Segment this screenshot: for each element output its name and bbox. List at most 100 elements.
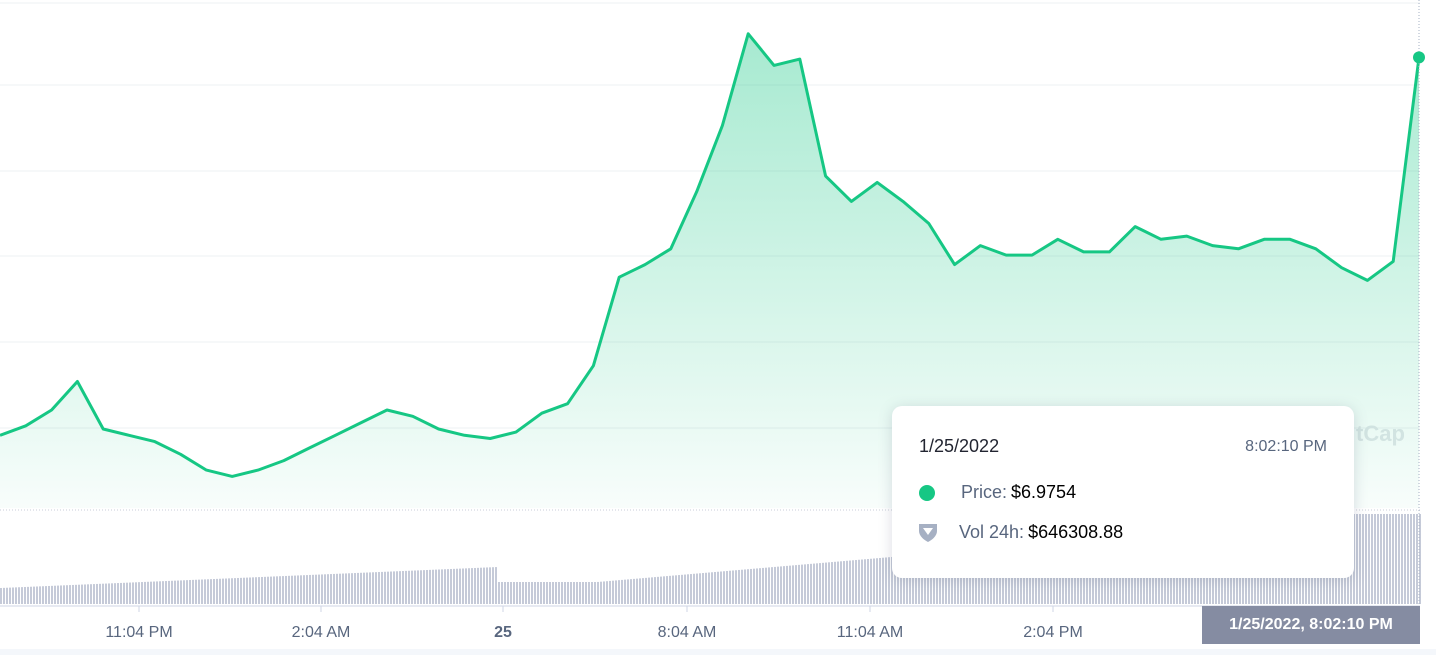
volume-bar: [543, 582, 545, 604]
volume-bar: [843, 561, 845, 604]
volume-bar: [594, 582, 596, 604]
chart-tooltip: 1/25/2022 8:02:10 PM Price: $6.9754 Vol …: [892, 406, 1354, 578]
volume-bar: [234, 578, 236, 604]
volume-bar: [945, 552, 947, 604]
volume-bar: [99, 583, 101, 604]
volume-bar: [531, 582, 533, 604]
volume-bar: [51, 585, 53, 604]
volume-bar: [255, 577, 257, 604]
volume-bar: [651, 577, 653, 604]
crosshair-time-label: 1/25/2022, 8:02:10 PM: [1202, 606, 1420, 644]
volume-bar: [303, 575, 305, 604]
volume-bar: [840, 561, 842, 604]
volume-bar: [795, 565, 797, 604]
volume-bar: [645, 577, 647, 604]
volume-bar: [834, 561, 836, 604]
volume-bar: [447, 569, 449, 604]
volume-bar: [141, 582, 143, 604]
volume-bar: [558, 582, 560, 604]
volume-bar: [315, 574, 317, 604]
x-axis-tick-label: 25: [494, 624, 512, 641]
volume-bar: [345, 573, 347, 604]
volume-bar: [252, 577, 254, 604]
volume-bar: [180, 580, 182, 604]
price-line[interactable]: [0, 32, 1421, 478]
volume-bar: [1392, 514, 1394, 604]
volume-bar: [729, 570, 731, 604]
volume-bar: [942, 552, 944, 604]
volume-bar: [27, 586, 29, 604]
volume-bar: [549, 582, 551, 604]
volume-bar: [45, 586, 47, 604]
tooltip-time: 8:02:10 PM: [1245, 438, 1327, 455]
volume-bar: [111, 583, 113, 604]
volume-bar: [660, 576, 662, 604]
tooltip-volume-label: Vol 24h:: [959, 521, 1025, 542]
price-dot-icon: [919, 484, 935, 501]
volume-bar: [666, 576, 668, 604]
volume-bar: [1362, 514, 1364, 604]
volume-bar: [93, 584, 95, 604]
volume-bar: [477, 567, 479, 604]
volume-bar: [432, 569, 434, 604]
volume-bar: [456, 568, 458, 604]
price-endpoint-dot: [1413, 51, 1425, 64]
volume-bar: [138, 582, 140, 604]
price-area-fill: [0, 33, 1419, 509]
volume-bar: [384, 571, 386, 604]
volume-bar: [279, 576, 281, 604]
volume-bar: [606, 581, 608, 604]
volume-bar: [66, 585, 68, 604]
volume-bar: [858, 559, 860, 604]
volume-bar: [1398, 514, 1400, 604]
volume-bar: [72, 584, 74, 604]
volume-bar: [603, 581, 605, 604]
volume-bar: [306, 575, 308, 604]
volume-bar: [744, 569, 746, 604]
volume-bar: [540, 582, 542, 604]
volume-bar: [1410, 514, 1412, 604]
volume-bar: [726, 570, 728, 604]
volume-bar: [1377, 514, 1379, 604]
volume-bar: [507, 582, 509, 604]
volume-bar: [717, 571, 719, 604]
volume-bar: [600, 581, 602, 604]
volume-bar: [831, 562, 833, 604]
volume-bar: [699, 573, 701, 604]
volume-bar: [459, 568, 461, 604]
volume-bar: [822, 562, 824, 604]
volume-bar: [798, 564, 800, 604]
volume-bar: [393, 571, 395, 604]
volume-bar: [912, 555, 914, 604]
volume-bar: [117, 583, 119, 604]
volume-bar: [693, 573, 695, 604]
volume-bar: [318, 574, 320, 604]
volume-bar: [462, 568, 464, 604]
volume-bar: [756, 568, 758, 604]
volume-bar: [156, 581, 158, 604]
volume-bar: [357, 572, 359, 604]
volume-bar: [909, 555, 911, 604]
volume-bar: [696, 573, 698, 604]
volume-bar: [96, 583, 98, 604]
volume-bar: [849, 560, 851, 604]
volume-bar: [1404, 514, 1406, 604]
volume-bar: [87, 584, 89, 604]
volume-bar: [555, 582, 557, 604]
bottom-strip: [0, 649, 1436, 655]
volume-bar: [765, 567, 767, 604]
volume-bar: [774, 566, 776, 604]
volume-bar: [714, 572, 716, 604]
volume-bar: [339, 573, 341, 604]
volume-bar: [582, 582, 584, 604]
volume-bar: [147, 581, 149, 604]
volume-bar: [258, 577, 260, 604]
volume-bar: [450, 568, 452, 604]
volume-bar: [420, 570, 422, 604]
volume-bar: [300, 575, 302, 604]
volume-bar: [783, 566, 785, 604]
volume-bar: [381, 571, 383, 604]
volume-bar: [18, 587, 20, 604]
volume-bar: [657, 576, 659, 604]
volume-bar: [159, 581, 161, 604]
